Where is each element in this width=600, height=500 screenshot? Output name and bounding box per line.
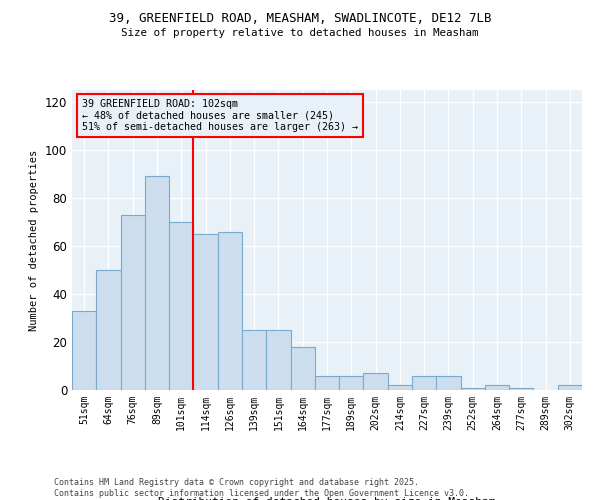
Bar bbox=[218, 232, 242, 390]
Bar bbox=[121, 215, 145, 390]
Bar bbox=[388, 385, 412, 390]
Bar bbox=[266, 330, 290, 390]
Text: 39 GREENFIELD ROAD: 102sqm
← 48% of detached houses are smaller (245)
51% of sem: 39 GREENFIELD ROAD: 102sqm ← 48% of deta… bbox=[82, 99, 358, 132]
Bar bbox=[461, 388, 485, 390]
Bar bbox=[193, 234, 218, 390]
Bar bbox=[412, 376, 436, 390]
Bar bbox=[509, 388, 533, 390]
Text: 39, GREENFIELD ROAD, MEASHAM, SWADLINCOTE, DE12 7LB: 39, GREENFIELD ROAD, MEASHAM, SWADLINCOT… bbox=[109, 12, 491, 26]
Bar bbox=[436, 376, 461, 390]
Y-axis label: Number of detached properties: Number of detached properties bbox=[29, 150, 39, 330]
Bar bbox=[96, 270, 121, 390]
Bar bbox=[242, 330, 266, 390]
Bar bbox=[339, 376, 364, 390]
Bar bbox=[72, 311, 96, 390]
Bar bbox=[169, 222, 193, 390]
X-axis label: Distribution of detached houses by size in Measham: Distribution of detached houses by size … bbox=[158, 497, 496, 500]
Bar bbox=[315, 376, 339, 390]
Text: Size of property relative to detached houses in Measham: Size of property relative to detached ho… bbox=[121, 28, 479, 38]
Bar bbox=[485, 385, 509, 390]
Bar bbox=[558, 385, 582, 390]
Text: Contains HM Land Registry data © Crown copyright and database right 2025.
Contai: Contains HM Land Registry data © Crown c… bbox=[54, 478, 469, 498]
Bar bbox=[290, 347, 315, 390]
Bar bbox=[364, 373, 388, 390]
Bar bbox=[145, 176, 169, 390]
